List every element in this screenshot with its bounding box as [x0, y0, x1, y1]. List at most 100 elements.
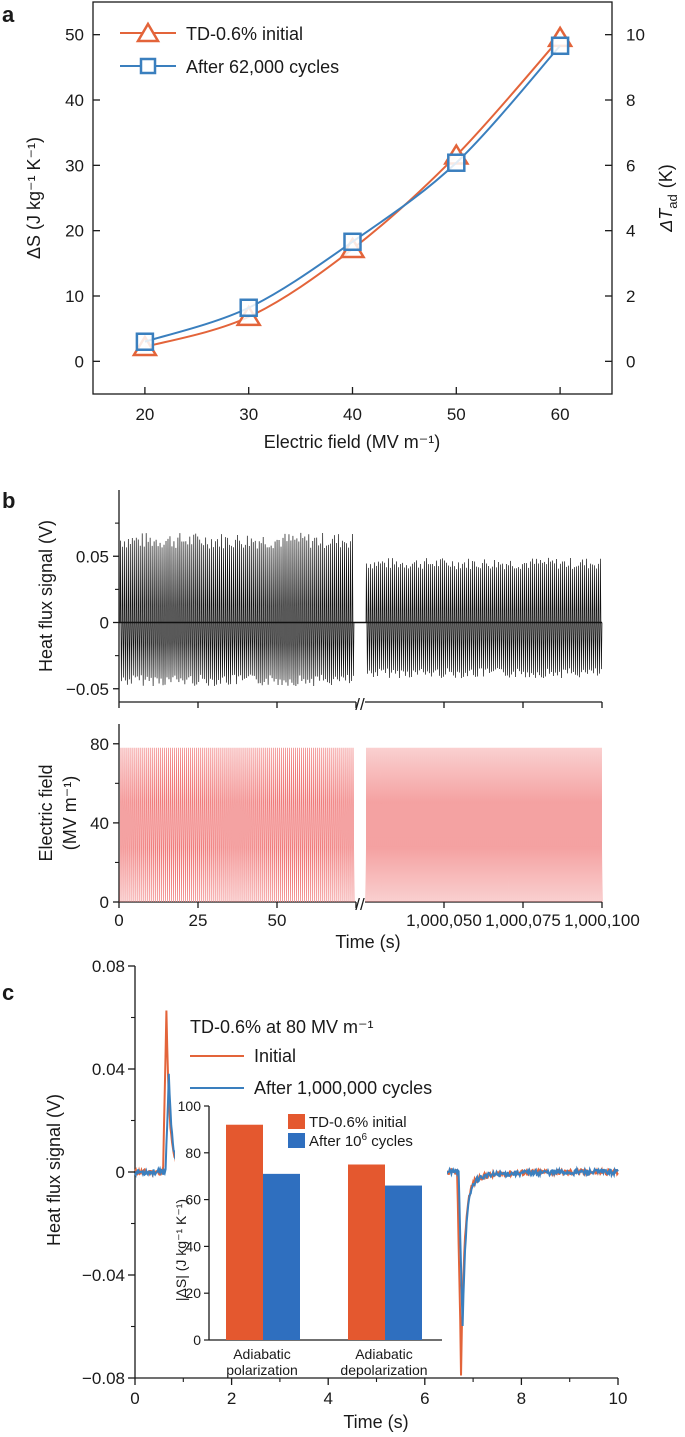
panel-a-y2-ticks: 0 2 4 6 8 10 [605, 26, 645, 371]
x-tick-label: 1,000,050 [406, 911, 482, 930]
inset-bar [385, 1185, 422, 1340]
y-tick-label: −0.05 [66, 680, 109, 699]
panel-c: −0.08 −0.04 0 0.04 0.08 0 2 4 6 8 10 Heat flux si… [44, 957, 627, 1432]
y2-tick-label: 6 [626, 156, 635, 175]
x-tick-label: 50 [268, 911, 287, 930]
panel-c-x-ticks: 0 2 4 6 8 10 [130, 1378, 627, 1408]
panel-b-bottom-x-ticks: 0 25 50 1,000,050 1,000,075 1,000,100 [114, 902, 640, 930]
y-tick-label: 40 [90, 814, 109, 833]
inset-legend-label-initial: TD-0.6% initial [309, 1114, 407, 1131]
y-tick-label: 40 [65, 91, 84, 110]
panel-a-x-ticks: 20 30 40 50 60 [135, 387, 570, 424]
inset-y-tick-label: 100 [178, 1098, 202, 1114]
heat-flux-trace-group [119, 532, 603, 686]
y-tick-label: 10 [65, 287, 84, 306]
y2-label-unit: (K) [656, 164, 676, 188]
y2-label-sub: ad [665, 194, 680, 208]
y-tick-label: 0.08 [92, 957, 125, 976]
x-tick-label: 0 [114, 911, 123, 930]
inset-legend-swatch-after [288, 1133, 305, 1148]
y-tick-label: −0.04 [82, 1266, 125, 1285]
panel-c-legend-title: TD-0.6% at 80 MV m⁻¹ [190, 1017, 374, 1037]
square-marker [239, 298, 258, 318]
field-trace-right [365, 747, 603, 903]
inset-y-ticks: 0 20 40 60 80 100 [178, 1098, 209, 1348]
axis-break-top: // [355, 695, 365, 714]
x-tick-label: 20 [135, 405, 154, 424]
x-tick-label: 6 [420, 1389, 429, 1408]
square-marker [135, 332, 155, 351]
inset-bar [263, 1173, 300, 1340]
panel-b-top-y-ticks: −0.05 0 0.05 [66, 522, 119, 699]
x-tick-label: 2 [227, 1389, 236, 1408]
legend-label-after: After 62,000 cycles [186, 57, 339, 77]
y-tick-label: 30 [65, 156, 84, 175]
inset-y-tick-label: 40 [185, 1238, 201, 1254]
square-marker [447, 153, 466, 172]
panel-a-x-axis-label: Electric field (MV m⁻¹) [264, 432, 441, 452]
panel-a-y-ticks: 0 10 20 30 40 50 [65, 26, 100, 371]
y-tick-label: 50 [65, 26, 84, 45]
panel-a: 0 10 20 30 40 50 0 2 4 6 8 10 20 30 40 50 60 Electric … [24, 1, 680, 452]
inset-category-1-line2: polarization [226, 1362, 298, 1378]
inset-category-2-line2: depolarization [340, 1362, 427, 1378]
square-marker [550, 36, 570, 56]
y2-tick-label: 2 [626, 287, 635, 306]
panel-c-legend: TD-0.6% at 80 MV m⁻¹ Initial After 1,000… [190, 1017, 432, 1098]
x-tick-label: 10 [609, 1389, 628, 1408]
y-tick-label: 0 [116, 1163, 125, 1182]
series-line [144, 45, 561, 343]
x-tick-label: 30 [239, 405, 258, 424]
inset-legend-swatch-initial [288, 1114, 305, 1129]
x-tick-label: 25 [189, 911, 208, 930]
panel-label-b: b [2, 488, 15, 513]
panel-b-top-y-axis-label: Heat flux signal (V) [36, 520, 56, 672]
y2-tick-label: 10 [626, 26, 645, 45]
field-trace-group [119, 747, 603, 903]
y-tick-label: 0 [100, 893, 109, 912]
inset-category-2-line1: Adiabatic [355, 1346, 413, 1362]
x-tick-label: 50 [447, 405, 466, 424]
series-line [144, 37, 561, 348]
inset-y-tick-label: 20 [185, 1285, 201, 1301]
x-tick-label: 40 [343, 405, 362, 424]
inset-y-axis-label: |ΔS| (J kg⁻¹ K⁻¹) [173, 1199, 189, 1301]
panel-c-y-ticks: −0.08 −0.04 0 0.04 0.08 [82, 957, 135, 1388]
y-tick-label: 20 [65, 222, 84, 241]
panel-b: −0.05 0 0.05 Heat flux signal (V) // 0 40 80… [36, 490, 640, 952]
panel-b-bottom-y-ticks: 0 40 80 [90, 735, 119, 912]
inset-legend-after-sup: 6 [362, 1132, 368, 1143]
y-tick-label: 80 [90, 735, 109, 754]
panel-a-series [131, 25, 574, 357]
panel-b-x-axis-label: Time (s) [335, 932, 400, 952]
panel-b-bottom-y-axis-label-1: Electric field [36, 764, 56, 861]
heat-flux-trace-right [365, 557, 603, 679]
y-tick-label: 0.05 [76, 547, 109, 566]
inset-bar [226, 1124, 263, 1340]
panel-label-c: c [2, 980, 14, 1005]
panel-c-y-axis-label: Heat flux signal (V) [44, 1094, 64, 1246]
legend-label-initial-c: Initial [254, 1046, 296, 1066]
inset-legend-label-after: After 106 cycles [309, 1132, 413, 1150]
inset-legend-after-tail: cycles [367, 1133, 413, 1150]
inset-y-tick-label: 60 [185, 1192, 201, 1208]
panel-a-legend: TD-0.6% initial After 62,000 cycles [120, 21, 339, 77]
panel-b-bottom-y-axis-label-2: (MV m⁻¹) [60, 776, 80, 850]
panel-a-y-axis-label: ΔS (J kg⁻¹ K⁻¹) [24, 137, 44, 259]
y2-tick-label: 4 [626, 222, 635, 241]
y2-label-base: ΔT [656, 207, 676, 233]
y-tick-label: 0 [100, 614, 109, 633]
panel-label-a: a [2, 2, 15, 27]
y-tick-label: 0 [75, 352, 84, 371]
legend-label-initial: TD-0.6% initial [186, 24, 303, 44]
y2-tick-label: 0 [626, 352, 635, 371]
heat-flux-trace-left [119, 532, 355, 686]
axis-break-bottom: // [355, 895, 365, 914]
inset-bars [226, 1124, 422, 1340]
inset-bar-chart: 0 20 40 60 80 100 |ΔS| (J kg⁻¹ K⁻¹) Adiabatic… [173, 1098, 447, 1378]
panel-b-top-x-ticks [118, 702, 603, 708]
inset-y-tick-label: 0 [193, 1332, 201, 1348]
x-tick-label: 1,000,075 [485, 911, 561, 930]
x-tick-label: 8 [517, 1389, 526, 1408]
panel-c-x-axis-label: Time (s) [343, 1412, 408, 1432]
